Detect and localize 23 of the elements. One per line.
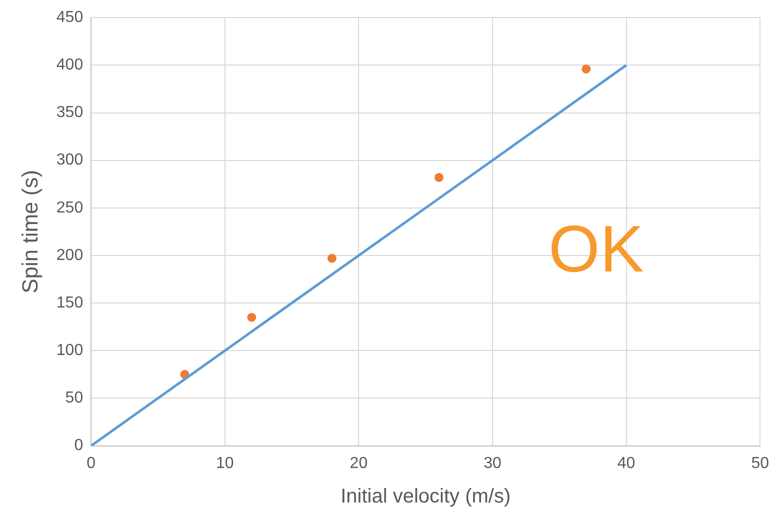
x-tick-label: 20 <box>350 454 368 472</box>
point <box>434 172 444 182</box>
y-tick-label: 300 <box>56 152 84 169</box>
y-tick-label: 450 <box>56 9 84 26</box>
y-tick-label: 100 <box>56 342 84 360</box>
y-tick-label: 200 <box>56 246 84 264</box>
y-axis-title: Spin time (s) <box>17 170 42 294</box>
y-tick-label: 50 <box>65 390 84 407</box>
x-tick-label: 50 <box>751 454 770 472</box>
y-tick-label: 350 <box>56 104 84 122</box>
y-tick-label: 150 <box>56 294 84 312</box>
point <box>247 312 256 322</box>
x-tick-label: 10 <box>216 454 234 472</box>
y-tick-label: 400 <box>56 56 84 74</box>
point <box>582 64 591 74</box>
x-axis-title: Initial velocity (m/s) <box>340 486 511 508</box>
y-tick-label: 0 <box>74 437 84 454</box>
x-tick-label: 40 <box>617 454 636 472</box>
annotation: OK <box>548 211 644 286</box>
x-tick-label: 30 <box>484 454 502 472</box>
x-tick-label: 0 <box>86 454 96 472</box>
point <box>327 254 336 263</box>
y-tick-label: 250 <box>56 199 84 216</box>
